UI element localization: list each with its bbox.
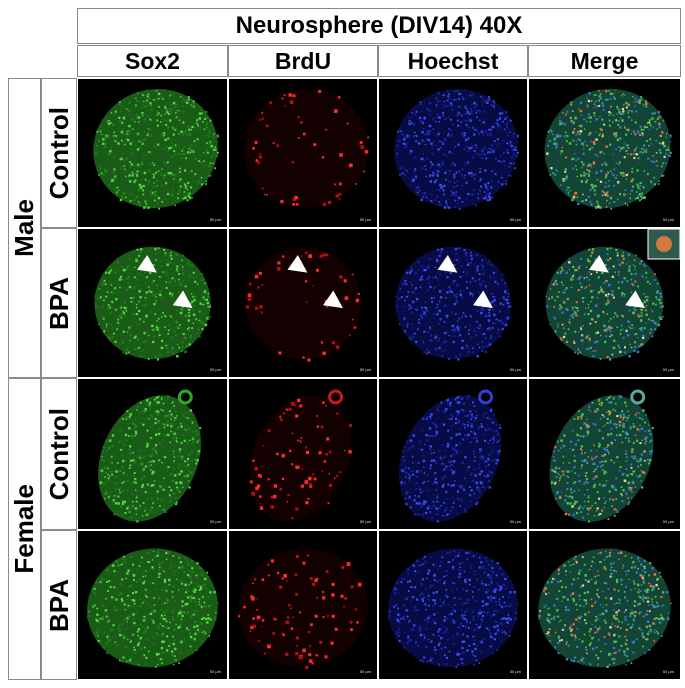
- scale-bar-label: 50 µm: [662, 669, 674, 674]
- scale-bar-label: 50 µm: [209, 367, 221, 372]
- scale-bar-label: 50 µm: [359, 669, 371, 674]
- column-header-merge: Merge: [528, 45, 681, 77]
- sex-label-female-text: Female: [9, 484, 39, 574]
- micrograph-male-control-merge: 50 µm: [529, 79, 680, 227]
- column-header-hoechst: Hoechst: [378, 45, 528, 77]
- scale-bar-label: 50 µm: [509, 669, 521, 674]
- micrograph-female-bpa-merge: 50 µm: [529, 531, 680, 679]
- micrograph-female-control-sox2: 50 µm: [78, 379, 227, 529]
- figure-title: Neurosphere (DIV14) 40X: [77, 8, 681, 44]
- row-label-text: BPA: [43, 276, 74, 330]
- micrograph-female-control-merge: 50 µm: [529, 379, 680, 529]
- column-header-sox2: Sox2: [77, 45, 228, 77]
- scale-bar-label: 50 µm: [509, 217, 521, 222]
- micrograph-male-bpa-merge: 50 µm: [529, 229, 680, 377]
- arrowhead-marker: [287, 254, 308, 273]
- micrograph-female-control-hoechst: 50 µm: [379, 379, 527, 529]
- micrograph-male-control-hoechst: 50 µm: [379, 79, 527, 227]
- scale-bar-label: 50 µm: [662, 519, 674, 524]
- row-label-text: Control: [43, 407, 74, 501]
- arrowhead-marker: [323, 290, 343, 309]
- micrograph-female-control-brdu: 50 µm: [229, 379, 377, 529]
- micrograph-female-bpa-sox2: 50 µm: [78, 531, 227, 679]
- arrowhead-marker: [625, 290, 646, 309]
- scale-bar-label: 50 µm: [509, 519, 521, 524]
- scale-bar-label: 50 µm: [209, 217, 221, 222]
- arrowhead-marker: [136, 254, 157, 273]
- scale-bar-label: 50 µm: [209, 519, 221, 524]
- row-label-male-control: Control: [41, 78, 77, 228]
- micrograph-male-bpa-brdu: 50 µm: [229, 229, 377, 377]
- sex-label-female: Female: [8, 378, 41, 680]
- scale-bar-label: 50 µm: [359, 367, 371, 372]
- micrograph-male-control-sox2: 50 µm: [78, 79, 227, 227]
- row-label-female-control: Control: [41, 378, 77, 530]
- micrograph-male-control-brdu: 50 µm: [229, 79, 377, 227]
- arrowhead-marker: [172, 290, 193, 309]
- micrograph-female-bpa-hoechst: 50 µm: [379, 531, 527, 679]
- scale-bar-label: 50 µm: [209, 669, 221, 674]
- sex-label-male-text: Male: [9, 199, 39, 257]
- micrograph-male-bpa-sox2: 50 µm: [78, 229, 227, 377]
- row-label-text: Control: [43, 106, 74, 200]
- column-header-brdu: BrdU: [228, 45, 378, 77]
- scale-bar-label: 50 µm: [662, 367, 674, 372]
- row-label-female-bpa: BPA: [41, 530, 77, 680]
- micrograph-female-bpa-brdu: 50 µm: [229, 531, 377, 679]
- scale-bar-label: 50 µm: [359, 217, 371, 222]
- scale-bar-label: 50 µm: [359, 519, 371, 524]
- sex-label-male: Male: [8, 78, 41, 378]
- arrowhead-marker: [437, 254, 458, 273]
- micrograph-male-bpa-hoechst: 50 µm: [379, 229, 527, 377]
- arrowhead-marker: [473, 290, 493, 309]
- arrowhead-marker: [588, 254, 609, 273]
- row-label-male-bpa: BPA: [41, 228, 77, 378]
- row-label-text: BPA: [43, 578, 74, 632]
- scale-bar-label: 50 µm: [509, 367, 521, 372]
- scale-bar-label: 50 µm: [662, 217, 674, 222]
